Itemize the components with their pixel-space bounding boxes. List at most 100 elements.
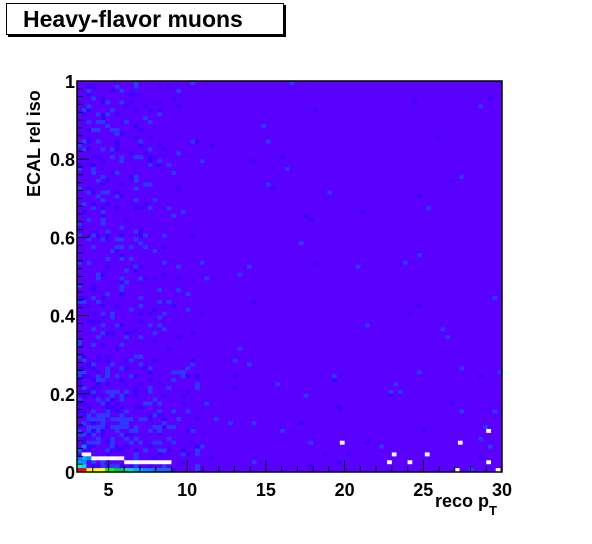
bin [86,108,92,113]
hot-bin [81,460,87,465]
bin [468,468,474,472]
hot-bin [81,464,87,469]
bin [157,299,162,304]
bin [355,264,361,269]
bin [322,452,328,457]
bin [128,92,134,97]
bin [124,358,129,363]
bin [195,139,200,144]
empty-bin [387,460,392,465]
bin [77,167,82,171]
bin [157,143,162,148]
bin [166,206,172,211]
bin [77,296,82,300]
bin [91,425,96,429]
bin [119,155,125,160]
bin [147,311,153,316]
bin [143,182,148,187]
bin [81,296,87,300]
bin [119,378,125,383]
bin [86,428,92,433]
bin [162,425,167,429]
x-tick-label: 25 [413,480,433,500]
hot-bin [77,468,87,472]
bin [119,194,125,199]
bin [143,202,148,207]
bin [100,210,106,214]
bin [360,210,366,214]
bin [176,417,181,422]
bin [100,221,106,226]
bin [110,448,115,453]
bin [133,155,139,160]
bin [81,401,87,406]
bin [157,452,162,457]
bin [100,428,106,433]
bin [91,440,96,445]
bin [81,366,87,371]
bin [487,444,493,449]
bin [100,206,106,211]
bin [100,147,106,152]
bin [77,100,82,105]
bin [143,440,148,445]
bin [100,393,106,398]
bin [100,432,106,437]
bin [77,397,82,402]
bin [152,276,158,281]
x-axis-label-subscript: T [489,503,497,518]
bin [157,163,162,168]
bin [119,464,125,469]
bin [162,311,167,316]
bin [77,389,82,394]
bin [86,448,92,453]
bin [133,385,139,390]
bin [171,468,177,472]
y-tick-label: 0.8 [50,150,75,170]
bin [95,233,101,238]
bin [332,378,337,383]
bin [133,108,139,113]
bin [346,452,351,457]
bin [91,444,96,449]
bin [195,464,200,469]
bin [114,444,120,449]
bin [232,358,238,363]
bin [195,468,200,472]
bin [119,393,125,398]
bin [162,327,167,332]
bin [91,127,96,132]
bin [166,299,172,304]
bin [147,378,153,383]
bin [138,311,144,316]
bin [199,159,205,164]
bin [190,440,196,445]
bin [185,292,191,297]
bin [95,417,101,422]
bin [77,354,82,359]
bin [440,327,446,332]
bin [91,389,96,394]
bin [176,186,181,191]
bin [138,296,144,300]
bin [100,303,106,308]
bin [105,389,111,394]
bin [180,370,186,375]
bin [91,421,96,426]
bin [138,229,144,234]
bin [232,385,238,390]
bin [100,174,106,179]
bin [147,444,153,449]
bin [251,159,257,164]
bin [138,335,144,340]
bin [171,425,177,429]
bin [100,159,106,164]
bin [213,417,219,422]
bin [100,296,106,300]
bin [147,323,153,328]
bin [124,280,129,285]
bin [251,421,257,426]
bin [105,413,111,418]
bin [91,460,96,465]
bin [86,319,92,324]
